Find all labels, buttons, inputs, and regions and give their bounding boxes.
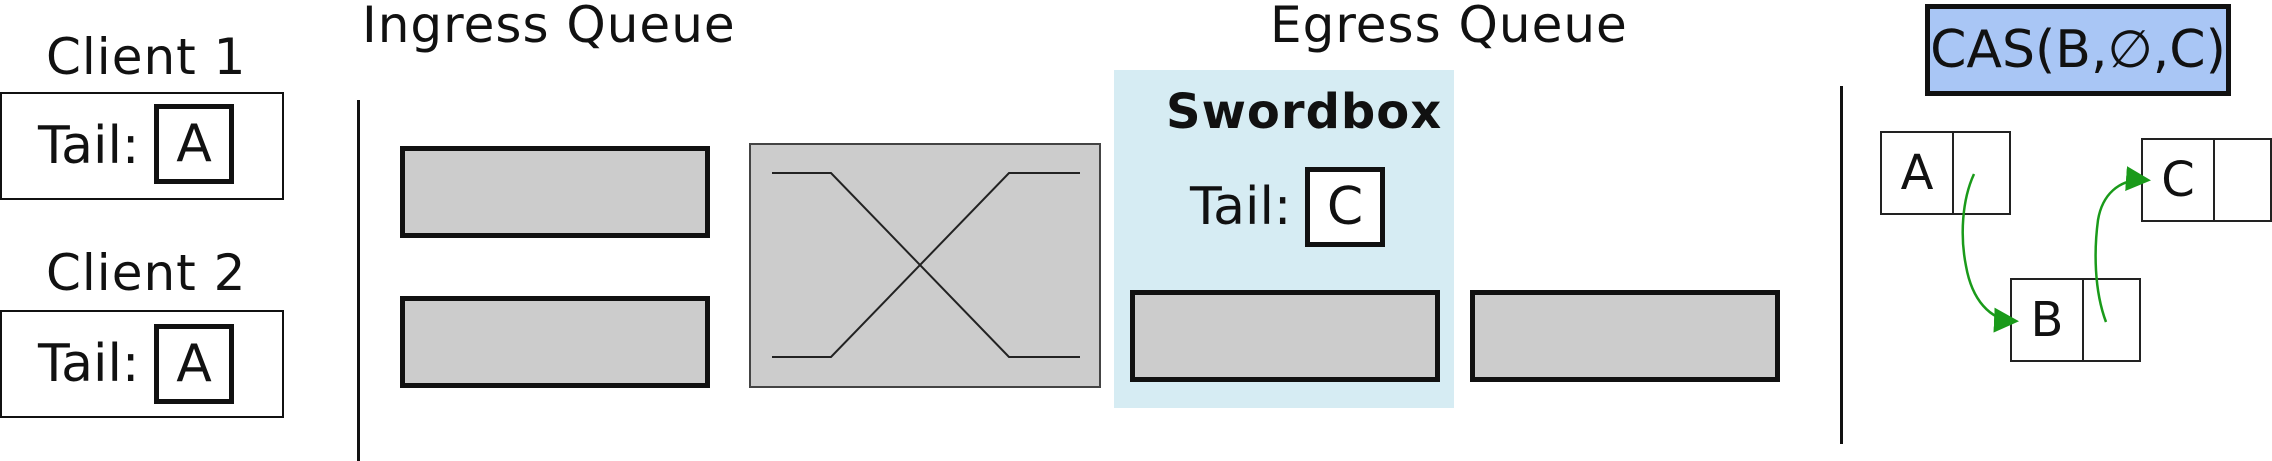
client-1-tail-value: A	[154, 104, 234, 184]
node-b-pointer	[2084, 280, 2139, 360]
node-b-value: B	[2012, 280, 2084, 360]
egress-queue-bar-swordbox	[1130, 290, 1440, 382]
client-1-box: Tail: A	[0, 92, 284, 200]
swordbox-tail-label: Tail:	[1190, 177, 1292, 237]
egress-queue-bar-right	[1470, 290, 1780, 382]
node-c: C	[2141, 138, 2272, 222]
left-divider	[357, 100, 360, 461]
client-1-tail-label: Tail:	[38, 116, 140, 176]
egress-queue-title: Egress Queue	[1270, 0, 1628, 54]
ingress-queue-bar-bottom	[400, 296, 710, 388]
node-a-value: A	[1882, 133, 1954, 213]
swordbox-title: Swordbox	[1166, 84, 1443, 140]
client-2-tail-value: A	[154, 324, 234, 404]
node-a-pointer	[1954, 133, 2009, 213]
ingress-queue-bar-top	[400, 146, 710, 238]
crossbar-lines	[772, 172, 1080, 358]
node-a: A	[1880, 131, 2011, 215]
node-c-pointer	[2215, 140, 2270, 220]
node-b: B	[2010, 278, 2141, 362]
node-c-value: C	[2143, 140, 2215, 220]
client-2-label: Client 2	[46, 244, 247, 302]
client-1-label: Client 1	[46, 28, 247, 86]
crossbar-switch	[749, 143, 1101, 388]
right-divider	[1840, 86, 1843, 444]
client-2-box: Tail: A	[0, 310, 284, 418]
ingress-queue-title: Ingress Queue	[362, 0, 736, 54]
cas-operation-box: CAS(B,∅,C)	[1925, 4, 2231, 96]
swordbox-tail-value: C	[1305, 167, 1385, 247]
client-2-tail-label: Tail:	[38, 334, 140, 394]
